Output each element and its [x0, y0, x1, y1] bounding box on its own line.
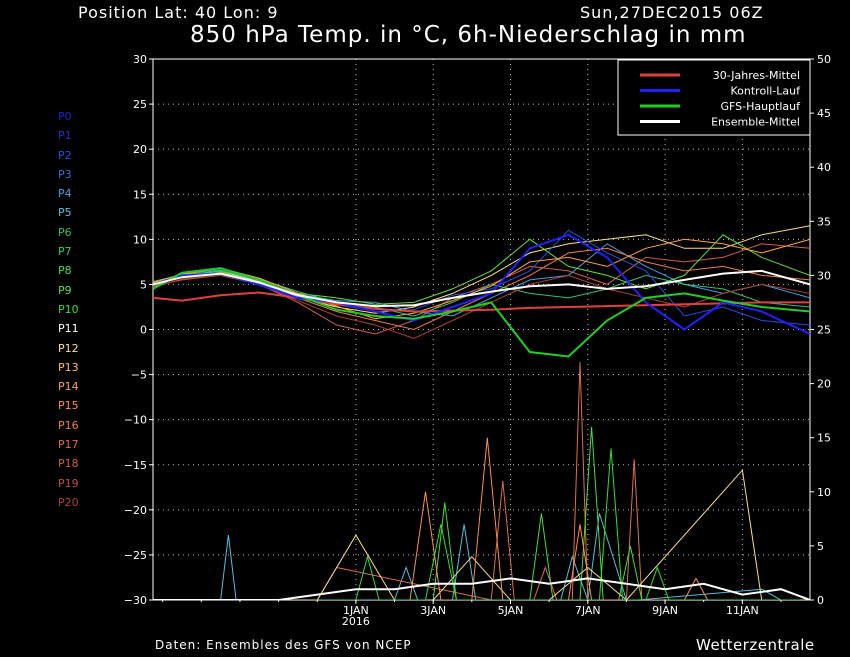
right-tick-label: 35: [817, 215, 831, 228]
left-tick-label: −5: [131, 369, 147, 382]
member-label: P14: [58, 380, 79, 394]
member-label: P4: [58, 187, 72, 201]
right-tick-label: 5: [817, 540, 824, 553]
left-tick-label: 25: [133, 98, 147, 111]
legend-label: Ensemble-Mittel: [711, 116, 800, 129]
right-tick-label: 15: [817, 432, 831, 445]
left-tick-label: −10: [124, 414, 147, 427]
x-tick-label: 5JAN: [498, 604, 524, 617]
brand-label: Wetterzentrale: [696, 636, 815, 654]
member-label: P12: [58, 341, 79, 355]
precip-member-line: [317, 448, 801, 600]
legend-label: GFS-Hauptlauf: [720, 100, 801, 113]
control-run-line: [153, 233, 810, 335]
x-tick-label: 1JAN: [343, 604, 369, 617]
member-label: P17: [58, 438, 79, 452]
right-tick-label: 25: [817, 324, 831, 337]
member-label: P3: [58, 167, 72, 181]
x-tick-label: 9JAN: [652, 604, 678, 617]
left-tick-label: −30: [124, 594, 147, 607]
right-tick-label: 50: [817, 53, 831, 66]
left-tick-label: 10: [133, 233, 147, 246]
legend-label: 30-Jahres-Mittel: [713, 69, 800, 82]
climate-mean-line: [153, 291, 810, 313]
precip-mean-line: [153, 577, 810, 600]
year-label: 2016: [342, 615, 370, 628]
right-tick-label: 0: [817, 594, 824, 607]
left-tick-label: 30: [133, 53, 147, 66]
member-label: P16: [58, 418, 79, 432]
x-tick-label: 3JAN: [420, 604, 446, 617]
member-label: P10: [58, 302, 79, 316]
left-tick-label: 5: [140, 278, 147, 291]
precip-member-line: [278, 469, 810, 600]
temp-member-line: [153, 238, 810, 320]
member-label: P6: [58, 225, 72, 239]
left-tick-label: 0: [140, 324, 147, 337]
member-label: P19: [58, 476, 79, 490]
member-label: P8: [58, 264, 72, 278]
member-label: P20: [58, 495, 79, 509]
precip-member-line: [297, 361, 781, 600]
left-tick-label: −15: [124, 459, 147, 472]
legend-label: Kontroll-Lauf: [731, 85, 802, 98]
precip-member-line: [220, 513, 801, 600]
member-label: P13: [58, 360, 79, 374]
plot-frame: [152, 58, 811, 601]
right-tick-label: 10: [817, 486, 831, 499]
x-tick-label: 11JAN: [726, 604, 759, 617]
x-tick-label: 7JAN: [575, 604, 601, 617]
run-date-label: Sun,27DEC2015 06Z: [580, 3, 764, 22]
position-label: Position Lat: 40 Lon: 9: [78, 3, 279, 22]
right-tick-label: 45: [817, 107, 831, 120]
member-label: P11: [58, 322, 79, 336]
right-tick-label: 40: [817, 161, 831, 174]
member-label: P2: [58, 148, 72, 162]
gfs-main-line: [153, 267, 810, 358]
left-tick-label: 20: [133, 143, 147, 156]
left-tick-label: −20: [124, 504, 147, 517]
member-label: P9: [58, 283, 72, 297]
member-label: P5: [58, 206, 72, 220]
left-tick-label: −25: [124, 549, 147, 562]
member-label: P1: [58, 129, 72, 143]
right-tick-label: 20: [817, 378, 831, 391]
left-tick-label: 15: [133, 188, 147, 201]
data-source: Daten: Ensembles des GFS von NCEP: [155, 638, 412, 652]
right-tick-label: 30: [817, 269, 831, 282]
temp-member-line: [153, 225, 810, 314]
precip-member-line: [394, 437, 801, 600]
member-list: P0 P1 P2 P3 P4 P5 P6 P7 P8 P9 P10 P11 P12 P13 P14 P15 P1…: [58, 110, 79, 515]
chart-title: 850 hPa Temp. in °C, 6h-Niederschlag in …: [190, 22, 747, 48]
member-label: P0: [58, 110, 72, 123]
member-label: P7: [58, 245, 72, 259]
temp-member-line: [153, 274, 810, 340]
member-label: P18: [58, 457, 79, 471]
member-label: P15: [58, 399, 79, 413]
ensemble-mean-line: [153, 269, 810, 308]
